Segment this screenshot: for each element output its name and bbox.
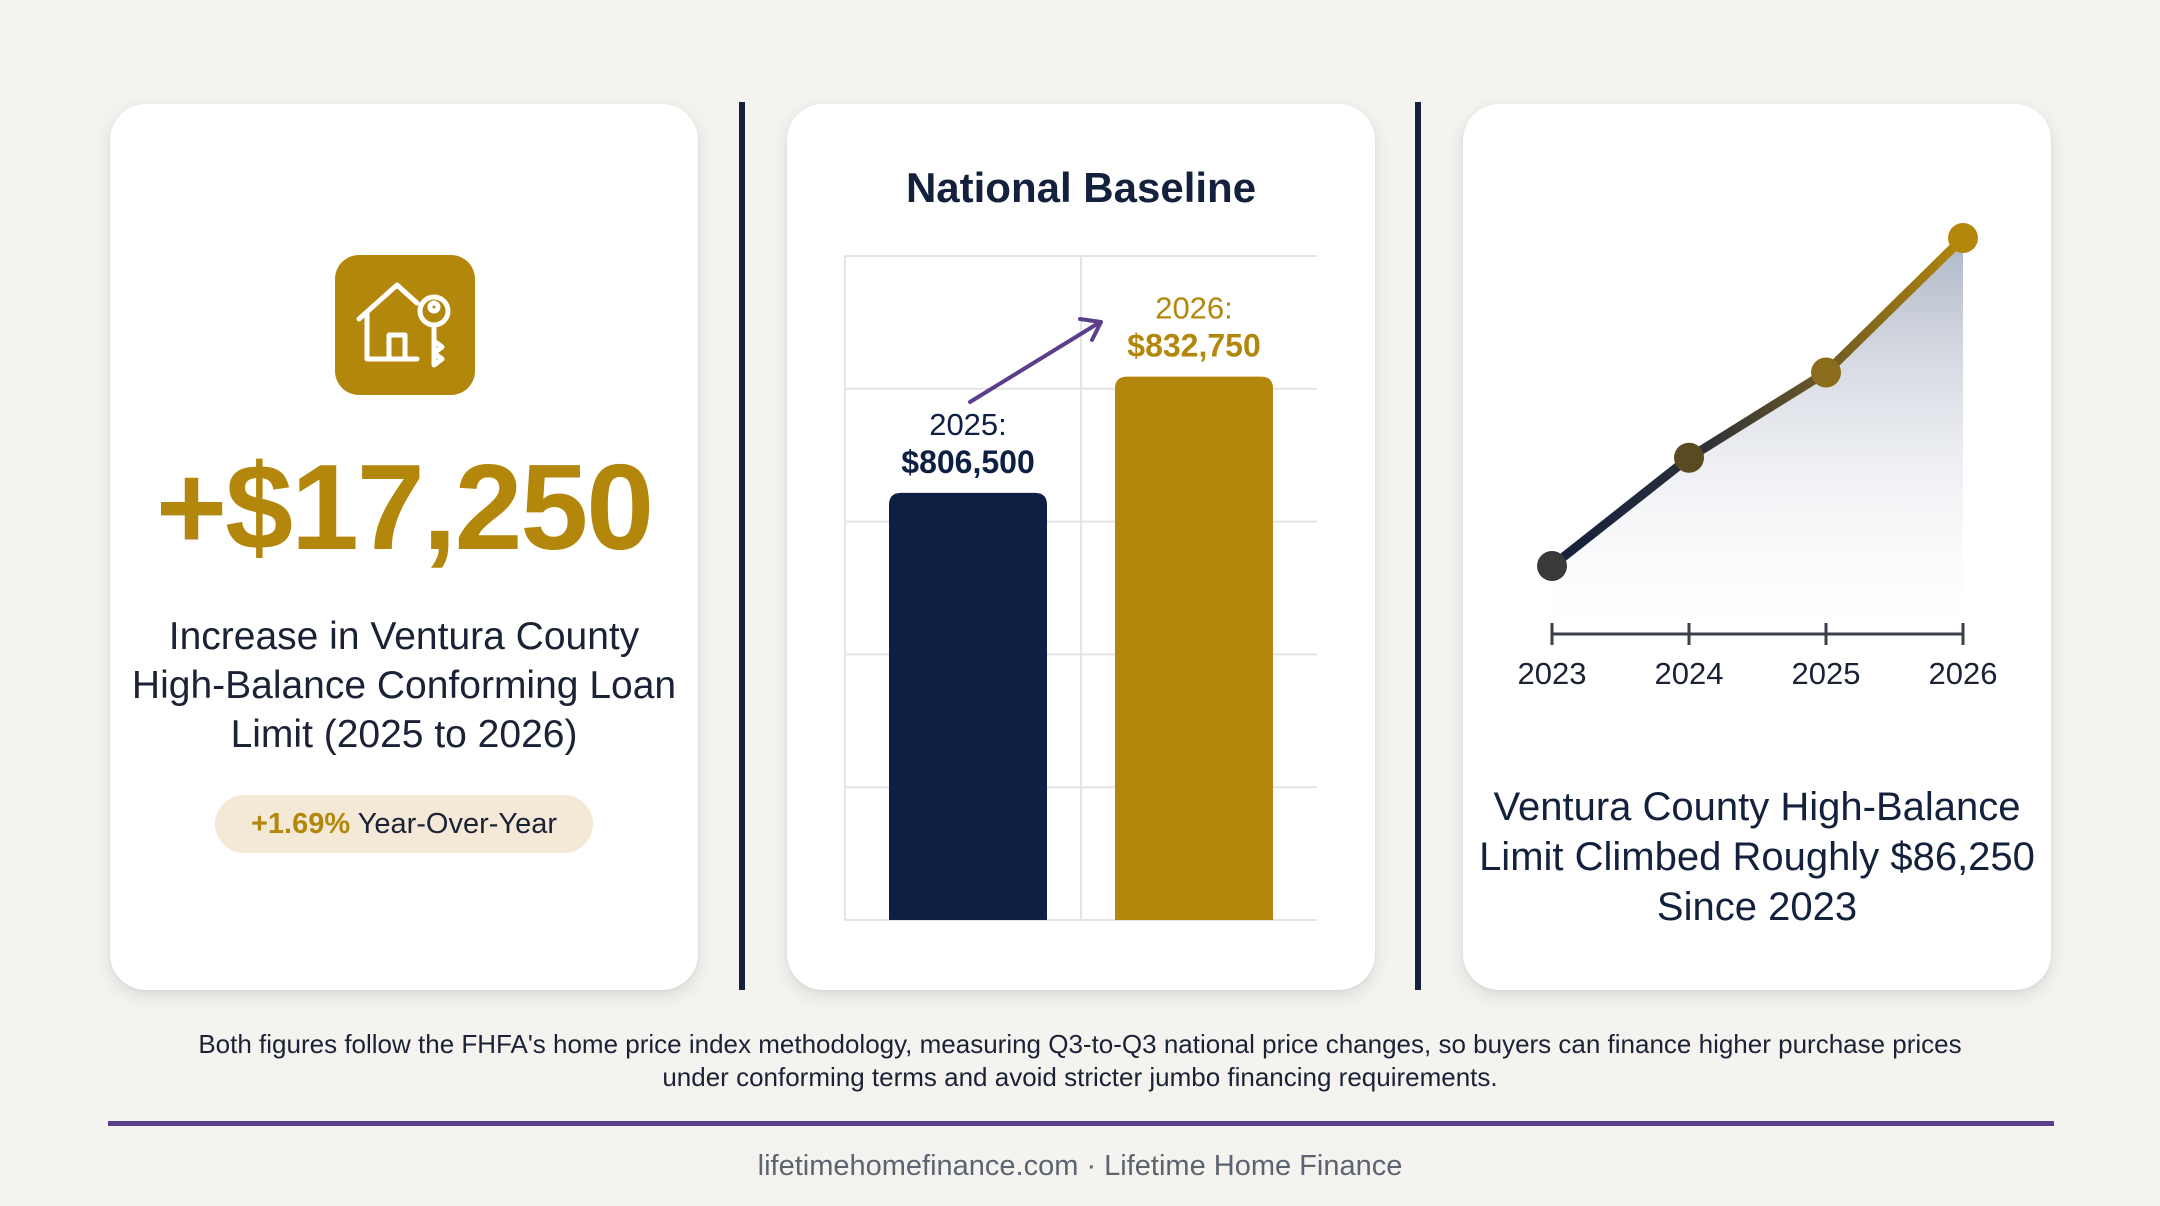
- bar-chart-title: National Baseline: [905, 164, 1257, 211]
- x-tick-label: 2026: [1929, 656, 1998, 691]
- line-chart-card: 2023 2024 2025 2026 Ventura County High-Bal…: [1463, 104, 2051, 990]
- footer-credit: lifetimehomefinance.com · Lifetime Home …: [757, 1150, 1403, 1182]
- trend-arrow: [968, 322, 1099, 404]
- yoy-label: Year-Over-Year: [350, 808, 558, 840]
- data-label-year: 2026:: [1155, 291, 1233, 326]
- line-chart: 2023 2024 2025 2026: [1518, 223, 1998, 691]
- footnote: Both figures follow the FHFA's home pric…: [198, 1029, 1962, 1092]
- bar-2026: [1115, 376, 1273, 920]
- increase-description: Increase in Ventura County High-Balance …: [131, 615, 677, 756]
- data-point-2026: [1948, 223, 1978, 253]
- data-point-2025: [1811, 357, 1841, 388]
- stat-card: +$17,250 Increase in Ventura County High…: [110, 104, 698, 990]
- yoy-badge: +1.69% Year-Over-Year: [215, 795, 593, 853]
- data-label-value: $806,500: [901, 444, 1034, 480]
- divider: [739, 102, 745, 990]
- x-tick-label: 2025: [1792, 656, 1861, 691]
- increase-amount: +$17,250: [155, 439, 654, 575]
- house-key-icon: [335, 255, 475, 395]
- bar-chart-card: National Baseline 2025: $806,500 2026: $832…: [787, 104, 1375, 990]
- yoy-percent: +1.69%: [250, 808, 351, 840]
- data-point-2024: [1674, 442, 1704, 473]
- trend-arrowhead: [1078, 317, 1103, 342]
- data-point-2023: [1537, 551, 1567, 581]
- bar-chart: 2025:$806,500 2026:$832,750: [844, 255, 1317, 921]
- data-label-value: $832,750: [1127, 328, 1260, 364]
- line-chart-caption: Ventura County High-Balance Limit Climbe…: [1479, 785, 2035, 929]
- bar-2025: [889, 492, 1047, 920]
- area-fill: [1552, 238, 1963, 626]
- x-tick-label: 2023: [1518, 656, 1587, 691]
- divider: [1415, 102, 1421, 990]
- data-label-year: 2025:: [929, 407, 1007, 442]
- x-tick-label: 2024: [1655, 656, 1724, 691]
- series-line: [1547, 233, 1968, 571]
- footer-rule: [108, 1121, 2054, 1126]
